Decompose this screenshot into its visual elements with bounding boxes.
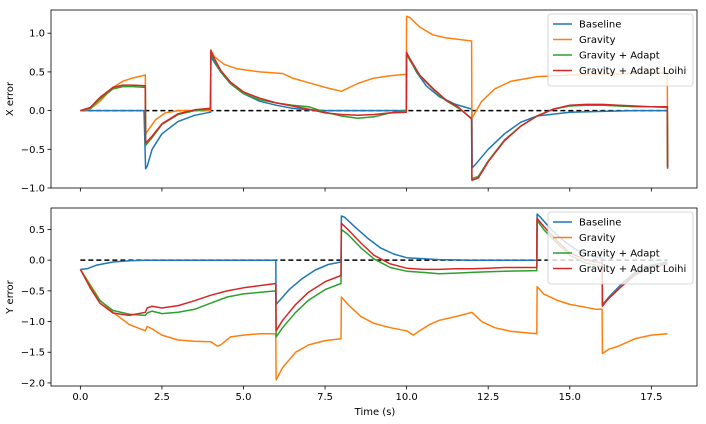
y-tick-label: −1.0 — [21, 317, 45, 328]
axes-frame — [50, 207, 698, 387]
subplot-y-error: 0.0 2.5 5.0 7.5 10.0 12.5 15.0 17.5 −2.0 −1.5 −1.0… — [5, 207, 698, 403]
x-tick-label: 0.0 — [72, 392, 88, 403]
legend-entry: Baseline — [579, 218, 621, 229]
legend-entry: Gravity + Adapt Loihi — [579, 66, 686, 77]
x-tick-label: 17.5 — [640, 392, 662, 403]
y-tick-label: −2.0 — [21, 378, 45, 389]
y-tick-label: 0.5 — [29, 67, 45, 78]
series-line-gravity — [79, 268, 668, 381]
series-line-gravity-adapt-loihi — [80, 49, 669, 182]
axes-frame — [50, 9, 698, 189]
legend: Baseline Gravity Gravity + Adapt Gravity + … — [547, 13, 694, 87]
y-tick-label: 1.0 — [29, 29, 45, 40]
legend-box — [547, 211, 694, 285]
x-tick-label: 7.5 — [317, 392, 333, 403]
series-line-baseline — [80, 51, 669, 170]
y-tick-label: −1.0 — [21, 184, 45, 195]
y-tick-label: −0.5 — [21, 286, 45, 297]
legend-box — [547, 13, 694, 87]
legend-entry: Gravity — [579, 233, 616, 244]
legend-entry: Gravity — [579, 35, 616, 46]
subplot-x-error: −1.0 −0.5 0.0 0.5 1.0 X error Baseline Gravity G… — [5, 9, 698, 195]
y-tick-label: −1.5 — [21, 348, 45, 359]
y-axis-label: X error — [5, 81, 16, 116]
x-tick-label: 2.5 — [154, 392, 170, 403]
y-tick-label: 0.0 — [29, 256, 45, 267]
legend: Baseline Gravity Gravity + Adapt Gravity + … — [547, 211, 694, 285]
y-axis-label: Y error — [5, 279, 16, 314]
legend-entry: Gravity + Adapt — [579, 249, 660, 260]
legend-entry: Gravity + Adapt — [579, 51, 660, 62]
legend-entry: Gravity + Adapt Loihi — [579, 264, 686, 275]
legend-entry: Baseline — [579, 20, 621, 31]
series-line-gravity — [80, 15, 669, 167]
x-tick-label: 12.5 — [477, 392, 499, 403]
y-tick-label: 0.5 — [29, 225, 45, 236]
x-tick-label: 15.0 — [559, 392, 581, 403]
y-tick-label: 0.0 — [29, 106, 45, 117]
x-tick-label: 5.0 — [236, 392, 252, 403]
y-tick-label: −0.5 — [21, 145, 45, 156]
x-tick-label: 10.0 — [395, 392, 417, 403]
x-axis-label: Time (s) — [354, 407, 396, 418]
